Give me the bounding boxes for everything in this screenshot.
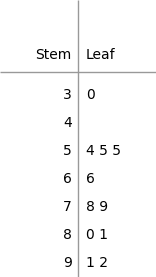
Text: 1 2: 1 2 — [86, 256, 108, 270]
Text: 8 9: 8 9 — [86, 200, 108, 214]
Text: Stem: Stem — [36, 48, 72, 62]
Text: 9: 9 — [63, 256, 72, 270]
Text: 7: 7 — [63, 200, 72, 214]
Text: 3: 3 — [63, 88, 72, 102]
Text: 6: 6 — [86, 172, 95, 186]
Text: 0 1: 0 1 — [86, 228, 108, 242]
Text: 4 5 5: 4 5 5 — [86, 144, 121, 158]
Text: 5: 5 — [63, 144, 72, 158]
Text: 8: 8 — [63, 228, 72, 242]
Text: 0: 0 — [86, 88, 95, 102]
Text: 4: 4 — [63, 116, 72, 130]
Text: Leaf: Leaf — [86, 48, 115, 62]
Text: 6: 6 — [63, 172, 72, 186]
